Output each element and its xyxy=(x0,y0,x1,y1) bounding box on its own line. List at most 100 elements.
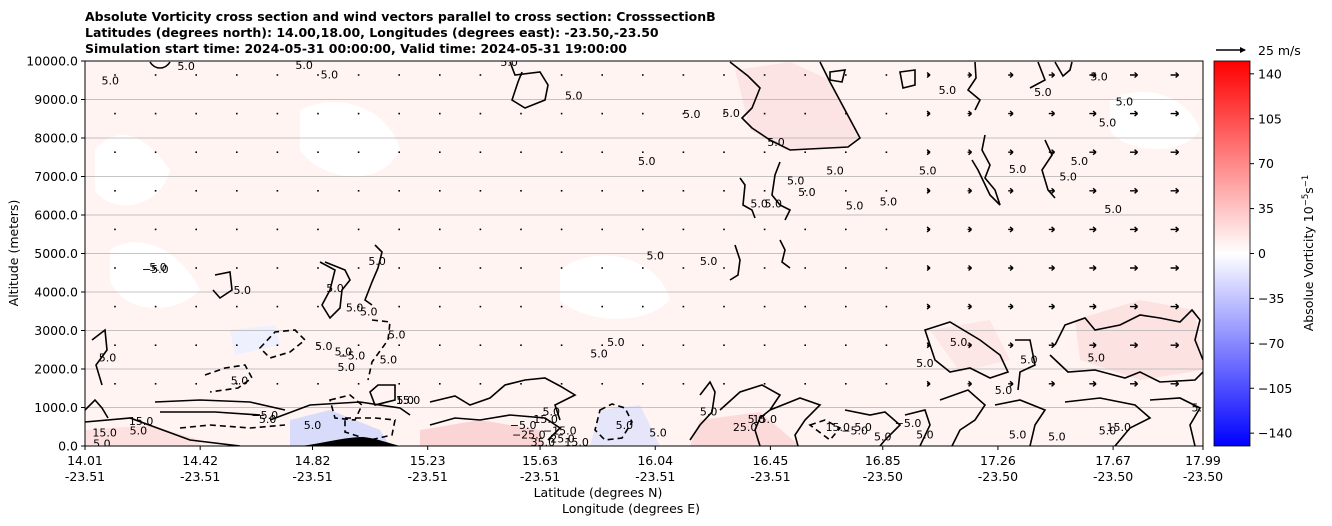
wind-vector xyxy=(1170,187,1180,194)
wind-vector xyxy=(520,305,522,308)
wind-vector xyxy=(1130,264,1139,272)
contour-label: 5.0 xyxy=(1116,95,1134,108)
wind-vector xyxy=(926,264,931,272)
contour-label: 5.0 xyxy=(380,353,398,366)
wind-vector xyxy=(439,383,441,385)
wind-vector xyxy=(398,305,400,308)
contour-label: −5.0 xyxy=(338,350,365,363)
wind-vector xyxy=(926,380,931,387)
wind-vector xyxy=(195,228,197,231)
wind-vector xyxy=(114,112,116,115)
wind-vector xyxy=(439,305,441,308)
contour-line xyxy=(344,417,396,441)
wind-vector xyxy=(1048,187,1055,194)
contour-line xyxy=(1015,339,1036,391)
contour-label: 5.0 xyxy=(950,336,968,349)
x-tick-label-lat: 17.99 xyxy=(1185,453,1221,468)
wind-vector xyxy=(236,383,238,385)
wind-vector xyxy=(1089,110,1097,117)
wind-vector xyxy=(845,267,847,269)
contour-label: 15.0 xyxy=(129,415,154,428)
x-axis-label-latitude: Latitude (degrees N) xyxy=(534,485,663,500)
contour-line xyxy=(739,177,756,219)
wind-vector xyxy=(601,228,603,231)
contour-label: 5.0 xyxy=(102,74,120,87)
wind-vector xyxy=(926,149,931,156)
colorbar-tick-label: −105 xyxy=(1258,381,1292,396)
wind-vector xyxy=(439,267,441,269)
contour-line xyxy=(971,134,1001,206)
x-tick-label-lat: 17.67 xyxy=(1095,453,1131,468)
contour-label: 15.0 xyxy=(1106,421,1131,434)
wind-vector xyxy=(560,112,563,115)
wind-vector xyxy=(114,74,116,76)
wind-vector xyxy=(439,228,441,231)
wind-vector xyxy=(1130,303,1139,310)
x-tick-label-lon: -23.51 xyxy=(635,469,675,484)
wind-vector xyxy=(601,74,603,76)
wind-vector xyxy=(1170,71,1180,79)
wind-vector xyxy=(195,305,197,308)
contour-label: 5.0 xyxy=(360,305,378,318)
wind-vector xyxy=(154,74,157,76)
wind-vector xyxy=(1089,342,1097,349)
wind-vector xyxy=(804,305,806,308)
contour-label: 5.0 xyxy=(722,107,740,120)
wind-vector xyxy=(1048,149,1055,156)
wind-vector xyxy=(398,228,400,231)
wind-vector xyxy=(439,74,441,76)
wind-vector xyxy=(885,228,888,231)
contour-line xyxy=(509,61,549,109)
wind-vector xyxy=(723,190,725,192)
contour-label: 5.0 xyxy=(565,90,583,103)
wind-vector xyxy=(926,110,931,117)
wind-vector xyxy=(520,74,522,76)
wind-vector xyxy=(317,190,319,192)
y-tick-label: 3000.0 xyxy=(34,323,78,338)
gridlines xyxy=(85,99,1203,408)
contour-label: 5.0 xyxy=(1034,86,1052,99)
contour-label: 5.0 xyxy=(295,59,313,72)
wind-vector xyxy=(601,190,603,192)
wind-vector xyxy=(114,383,116,385)
wind-vector xyxy=(317,383,319,385)
wind-vector xyxy=(926,187,931,194)
wind-vector xyxy=(804,112,806,115)
wind-vector xyxy=(114,267,116,269)
contour-line xyxy=(179,424,286,429)
wind-vector xyxy=(195,190,197,192)
wind-vector xyxy=(276,190,279,192)
y-tick-label: 2000.0 xyxy=(34,362,78,377)
contour-labels: 5.05.0 5.05.05.05.05.05.05.05.05.05.05.05… xyxy=(92,59,1203,446)
contour-line xyxy=(1041,139,1056,199)
wind-vector xyxy=(642,190,644,192)
contour-label: 5.0 xyxy=(638,155,656,168)
colorbar-tick-label: 35 xyxy=(1258,201,1274,216)
contour-label: 15.0 xyxy=(753,413,778,426)
wind-vector xyxy=(195,74,197,76)
wind-vector xyxy=(1008,226,1014,233)
wind-vector xyxy=(1048,264,1055,272)
colorbar-label: Absolue Vorticity 10−5s−1 xyxy=(1301,175,1316,332)
wind-vector xyxy=(357,305,360,308)
contour-label: 5.0 xyxy=(368,255,386,268)
wind-vector xyxy=(195,344,197,346)
wind-vector xyxy=(1170,226,1180,233)
wind-vector xyxy=(1008,303,1014,310)
wind-vector xyxy=(114,344,116,346)
wind-vector xyxy=(114,190,116,192)
contour-label: 15.0 xyxy=(533,413,558,426)
wind-vector xyxy=(317,228,319,231)
x-tick-label-lat: 15.23 xyxy=(410,453,446,468)
wind-vector xyxy=(642,151,644,153)
wind-vector xyxy=(1008,149,1014,156)
wind-vector xyxy=(236,344,238,346)
contour-line xyxy=(904,409,931,446)
wind-vector xyxy=(520,383,522,385)
contour-label: 5.0 xyxy=(259,413,277,426)
wind-vector xyxy=(885,151,888,153)
wind-vector xyxy=(398,112,400,115)
wind-vector xyxy=(317,267,319,269)
wind-vector xyxy=(560,344,563,346)
